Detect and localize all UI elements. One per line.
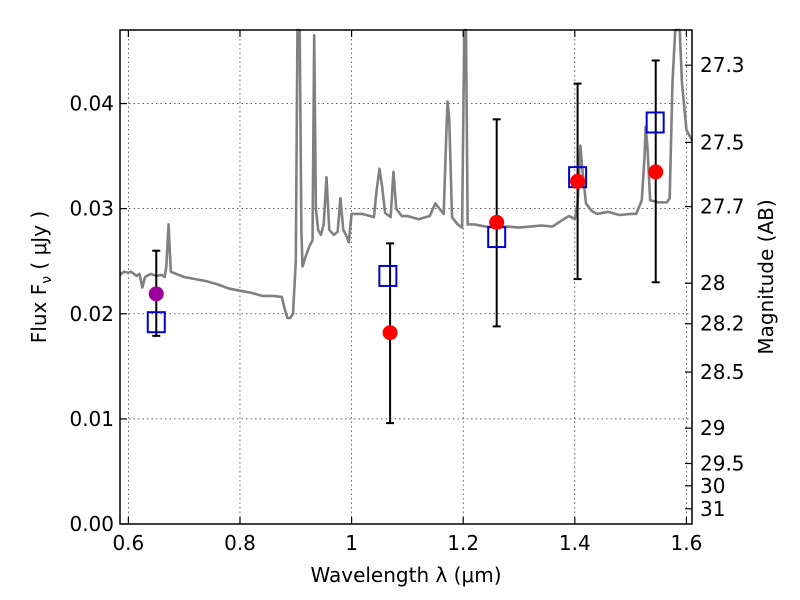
observed-point: [570, 173, 586, 189]
model-sed-series: [119, 28, 694, 320]
observed-point: [382, 325, 398, 341]
y-tick-label: 0.02: [69, 302, 114, 326]
bandpass-square: [146, 311, 166, 334]
x-tick-label: 1: [345, 531, 358, 555]
y2-axis-title: Magnitude (AB): [754, 199, 778, 354]
x-tick-label: 0.8: [224, 531, 256, 555]
y2-tick-label: 31: [700, 497, 725, 521]
y2-tick-label: 30: [700, 474, 725, 498]
x-tick-label: 1.6: [671, 531, 703, 555]
y2-tick-label: 29: [700, 416, 725, 440]
y2-tick-label: 29.5: [700, 452, 745, 476]
y2-tick-label: 27.3: [700, 53, 745, 77]
x-axis-title: Wavelength λ (μm): [310, 563, 501, 587]
observed-points: [148, 164, 664, 341]
grid-lines: [120, 30, 692, 524]
y-tick-label: 0.04: [69, 92, 114, 116]
observed-point: [489, 214, 505, 230]
x-tick-label: 1.4: [559, 531, 591, 555]
x-tick-label: 1.2: [447, 531, 479, 555]
y-axis-title: Flux Fν ( μJy ): [27, 211, 55, 343]
observed-point: [148, 286, 164, 302]
y2-tick-label: 27.5: [700, 130, 745, 154]
observed-errorbars: [152, 59, 660, 425]
bandpass-square: [645, 111, 665, 134]
x-tick-label: 0.6: [112, 531, 144, 555]
bandpass-square: [378, 264, 398, 287]
model-sed-line: [119, 28, 694, 320]
y-axis-title-main: Flux F: [27, 284, 51, 343]
y-axis-ticks: 0.00 0.01 0.02 0.03 0.04: [69, 92, 127, 536]
y-axis-title-subscript: ν: [39, 276, 55, 284]
y-tick-label: 0.00: [69, 512, 114, 536]
observed-point: [648, 164, 664, 180]
bandpass-squares: [146, 111, 665, 334]
y2-tick-label: 27.7: [700, 195, 745, 219]
y2-tick-label: 28.2: [700, 312, 745, 336]
y-axis-title-unit: ( μJy ): [27, 211, 51, 276]
y-tick-label: 0.01: [69, 407, 114, 431]
y2-tick-label: 28.5: [700, 360, 745, 384]
y-tick-label: 0.03: [69, 197, 114, 221]
y2-tick-label: 28: [700, 271, 725, 295]
x-axis-ticks: 0.6 0.8 1 1.2 1.4 1.6: [112, 30, 702, 555]
plot-frame: [119, 29, 693, 525]
